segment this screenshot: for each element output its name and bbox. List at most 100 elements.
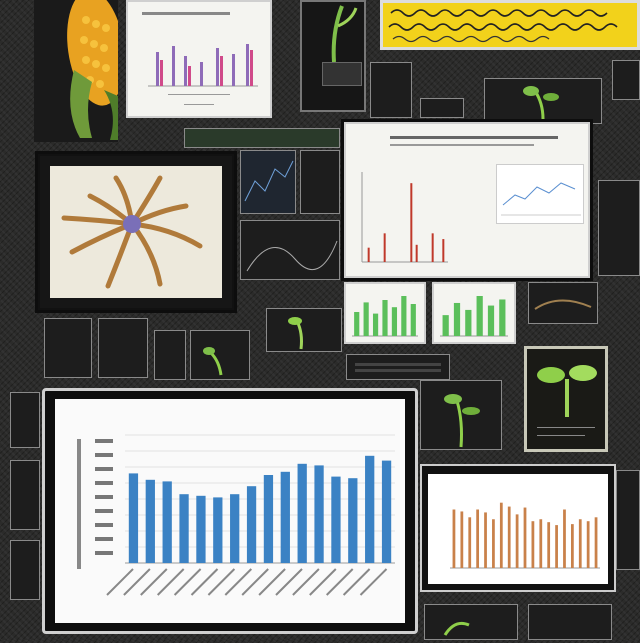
bar[interactable] (297, 463, 307, 563)
x-tick-label (207, 568, 236, 596)
plot-lines (244, 160, 294, 202)
bar[interactable] (468, 517, 472, 568)
narrow-tile-2[interactable] (10, 460, 40, 530)
bar[interactable] (354, 312, 360, 336)
bar[interactable] (594, 517, 598, 568)
report-document-panel[interactable] (344, 122, 590, 278)
green-tile-row2[interactable] (184, 128, 340, 148)
x-tick-label (224, 568, 253, 596)
bar[interactable] (372, 313, 379, 336)
bar[interactable] (391, 307, 398, 336)
bar[interactable] (555, 525, 558, 568)
bar[interactable] (145, 479, 155, 563)
bar[interactable] (586, 521, 590, 568)
bar[interactable] (523, 507, 527, 568)
corn-image-panel[interactable] (34, 0, 125, 142)
x-tick-label (190, 568, 219, 596)
sprout-photo-framed[interactable] (524, 346, 608, 452)
dark-plot-tile-a[interactable] (240, 150, 296, 214)
small-tile-1[interactable] (370, 62, 412, 118)
root-specimen-illustration (61, 175, 203, 289)
bar[interactable] (570, 524, 574, 568)
bar[interactable] (383, 233, 386, 262)
bottom-tile-2[interactable] (528, 604, 612, 640)
bar[interactable] (382, 300, 388, 336)
bar[interactable] (453, 302, 461, 336)
bar[interactable] (515, 514, 519, 568)
bar[interactable] (410, 304, 416, 336)
bar[interactable] (442, 239, 445, 262)
bar[interactable] (476, 296, 483, 336)
strip-tile[interactable] (346, 354, 450, 380)
bar[interactable] (460, 511, 464, 568)
narrow-tile-1[interactable] (10, 392, 40, 448)
bar[interactable] (547, 522, 551, 568)
bar[interactable] (487, 305, 495, 336)
bar[interactable] (539, 519, 543, 568)
main-chart-tablet[interactable] (42, 388, 418, 634)
bar[interactable] (162, 481, 172, 563)
bottom-tile-1[interactable] (424, 604, 518, 640)
bar[interactable] (499, 502, 503, 568)
bar[interactable] (452, 509, 456, 569)
bar[interactable] (280, 471, 290, 563)
y-tick-label (95, 467, 113, 471)
bar[interactable] (465, 309, 472, 336)
sprout-tile-mid[interactable] (190, 330, 250, 380)
bar[interactable] (367, 247, 370, 262)
narrow-tile-3[interactable] (10, 540, 40, 600)
bar[interactable] (179, 494, 189, 563)
bar[interactable] (263, 475, 274, 563)
bar[interactable] (363, 302, 369, 336)
bar[interactable] (230, 494, 240, 563)
dark-plot-tile-b[interactable] (300, 150, 340, 214)
sprout-tile-mid-2[interactable] (266, 308, 342, 352)
left-tile-3[interactable] (154, 330, 186, 380)
bar[interactable] (348, 478, 358, 563)
green-chart-card-1[interactable] (344, 282, 426, 344)
small-tile-3[interactable] (612, 60, 640, 100)
bar[interactable] (213, 497, 223, 563)
plant-sprout-tile[interactable] (484, 78, 602, 124)
specimen-photo-panel[interactable] (38, 154, 234, 310)
sprout-photo-tile[interactable] (420, 380, 502, 450)
bar[interactable] (431, 233, 434, 262)
bar[interactable] (331, 476, 341, 563)
bar[interactable] (365, 455, 375, 563)
side-tile-right[interactable] (598, 180, 640, 276)
tile-right-mid[interactable] (528, 282, 598, 324)
bar[interactable] (381, 460, 392, 563)
bar[interactable] (531, 521, 535, 568)
x-tick-label (140, 568, 168, 596)
bar[interactable] (410, 183, 413, 262)
top-bar-chart-document[interactable] (126, 0, 272, 118)
bar[interactable] (415, 244, 418, 262)
plant-photo-top[interactable] (300, 0, 366, 112)
bar[interactable] (563, 509, 566, 569)
small-tile-2[interactable] (420, 98, 464, 118)
right-edge-tile[interactable] (616, 470, 640, 570)
orange-chart-tablet[interactable] (420, 464, 616, 592)
x-tick-label (325, 568, 354, 596)
bar[interactable] (128, 473, 139, 563)
bar[interactable] (401, 296, 407, 336)
bar[interactable] (314, 465, 324, 563)
green-chart-card-2[interactable] (432, 282, 516, 344)
bar[interactable] (578, 519, 582, 568)
x-tick-label (241, 568, 269, 596)
bar[interactable] (246, 486, 257, 563)
bar[interactable] (492, 519, 495, 568)
left-tile-2[interactable] (98, 318, 148, 378)
left-tile-1[interactable] (44, 318, 92, 378)
y-tick-label (95, 495, 113, 499)
yellow-notes-banner[interactable] (380, 0, 640, 50)
bar[interactable] (507, 506, 511, 568)
line-plot (501, 182, 581, 216)
bar[interactable] (484, 512, 487, 568)
bar[interactable] (476, 509, 480, 569)
bar[interactable] (196, 495, 206, 563)
red-bar-chart (361, 172, 448, 263)
bar[interactable] (442, 315, 449, 336)
dark-plot-tile-c[interactable] (240, 220, 340, 280)
bar[interactable] (499, 299, 506, 336)
